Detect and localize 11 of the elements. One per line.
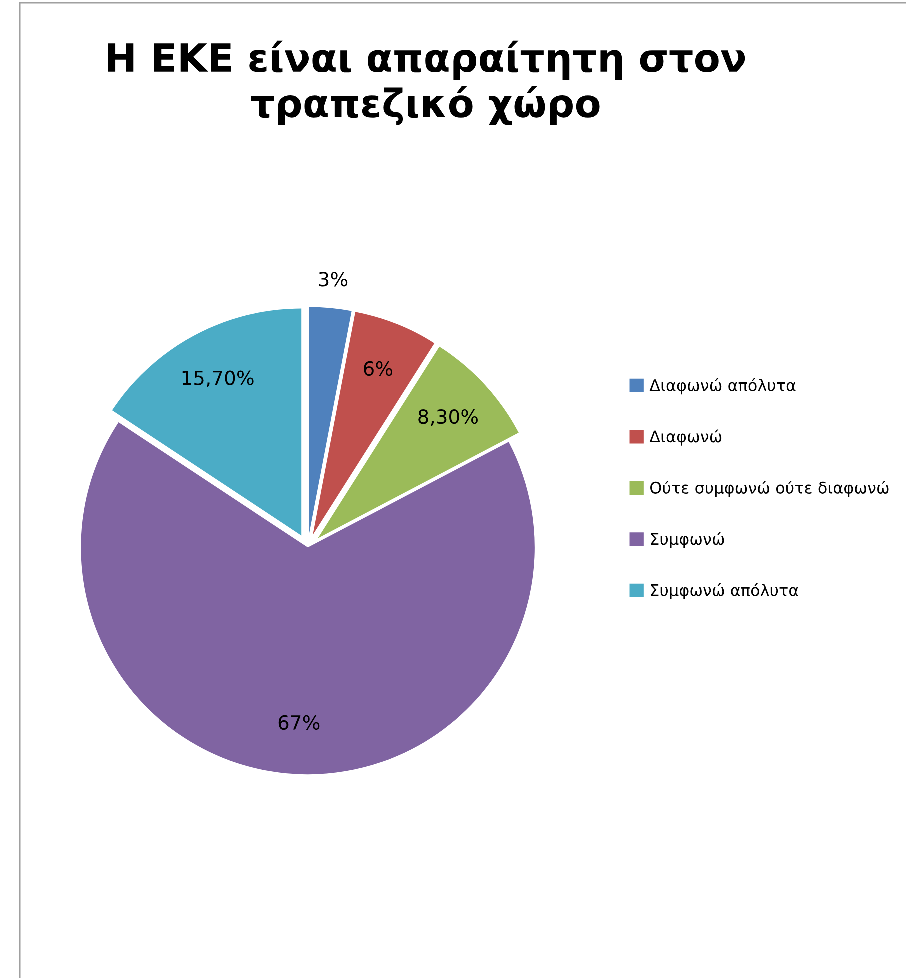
legend-label: Διαφωνώ απόλυτα (650, 378, 796, 395)
legend-label: Συμφωνώ (651, 532, 724, 548)
legend-label: Συμφωνώ απόλυτα (651, 583, 798, 600)
data-label: 6% (364, 361, 393, 376)
data-label: 8,30% (418, 409, 478, 426)
legend-label: Ούτε συμφωνώ ούτε διαφωνώ (650, 480, 889, 498)
legend-label: Διαφωνώ (650, 430, 722, 446)
chart-title: Η ΕΚΕ είναι απαραίτητη στον τραπεζικό χώρο (108, 40, 746, 126)
data-label: 3% (319, 272, 348, 287)
data-label: 15,70% (182, 370, 254, 388)
data-label: 67% (278, 715, 320, 730)
